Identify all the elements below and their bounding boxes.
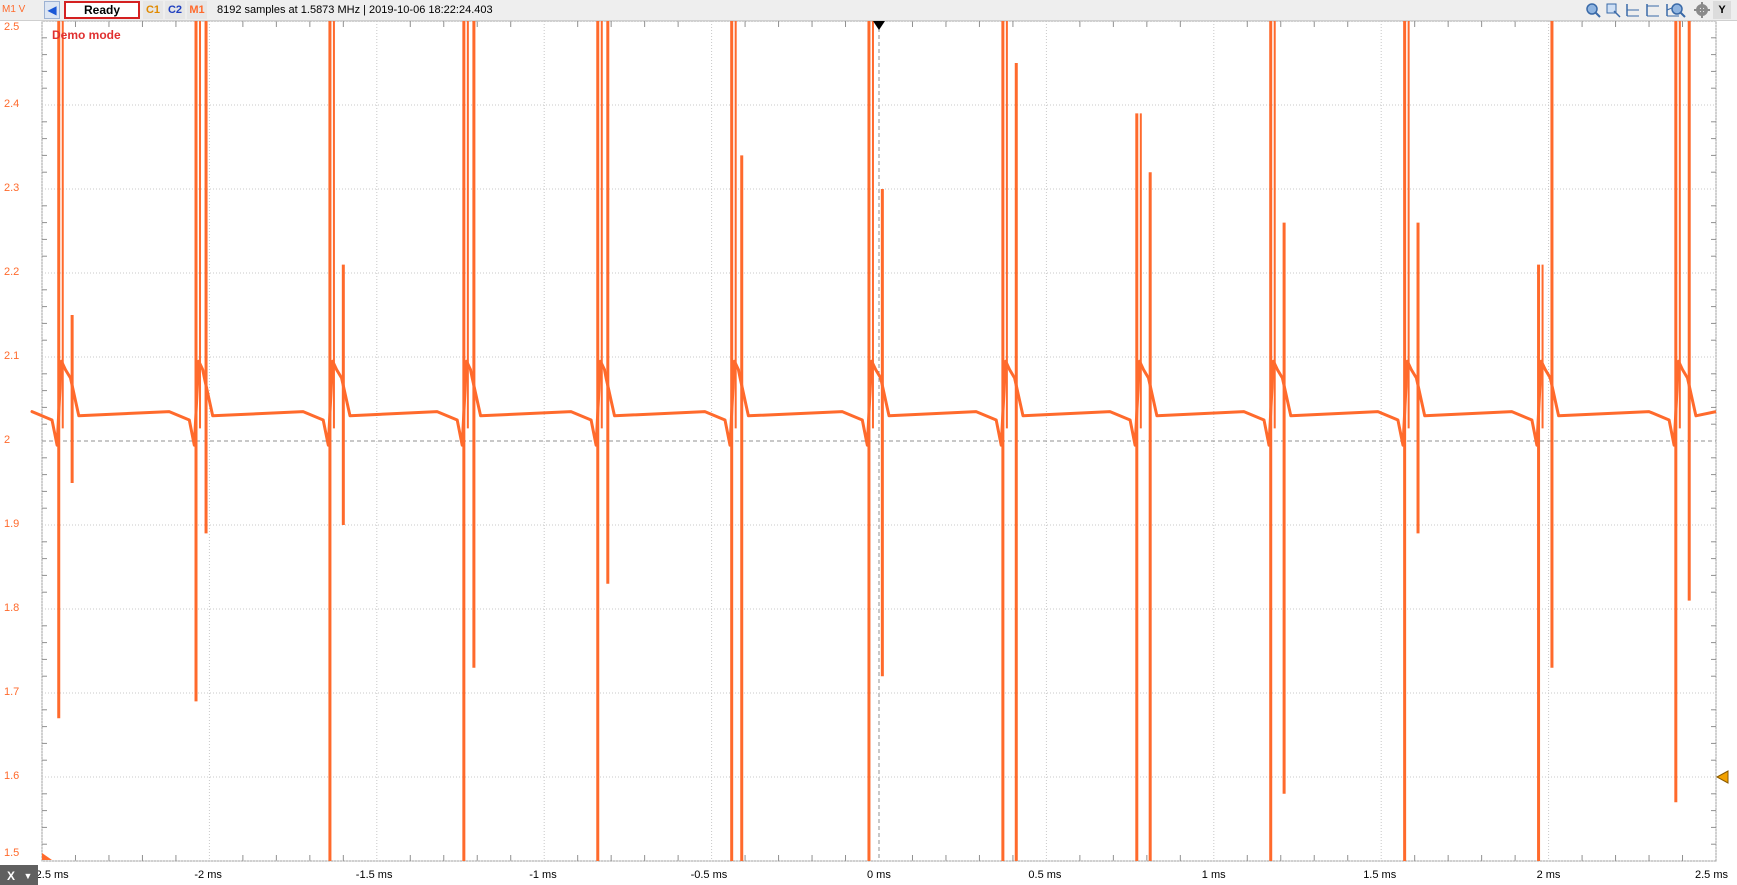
x-tick-label: 2 ms xyxy=(1536,869,1561,881)
y-tick-label: 1.9 xyxy=(4,518,20,530)
channel-axis-label: M1 V xyxy=(2,4,26,15)
channel-offset-marker xyxy=(42,853,52,860)
x-tick-label: 0 ms xyxy=(867,869,891,881)
zoom-area-icon[interactable] xyxy=(1604,1,1622,19)
x-tick-label: -2 ms xyxy=(194,869,222,881)
status-indicator[interactable]: Ready xyxy=(64,1,140,19)
y-tick-label: 1.5 xyxy=(4,847,20,859)
y-tick-label: 1.8 xyxy=(4,602,20,614)
m1-trace xyxy=(30,21,1717,861)
y-tick-label: 1.7 xyxy=(4,686,20,698)
y-tick-label: 2.1 xyxy=(4,350,20,362)
zoom-fit-icon[interactable] xyxy=(1584,1,1602,19)
y-tick-label: 2 xyxy=(4,434,11,446)
x-axis-control-bar xyxy=(0,865,38,885)
trigger-level-marker xyxy=(1715,770,1729,784)
demo-mode-label: Demo mode xyxy=(52,28,121,42)
chevron-down-icon[interactable]: ▼ xyxy=(23,871,33,881)
x-tick-label: 2.5 ms xyxy=(1695,869,1729,881)
channel-m1-button[interactable]: M1 xyxy=(187,1,207,19)
cursor-both-icon[interactable] xyxy=(1644,1,1662,19)
channel-c1-button[interactable]: C1 xyxy=(143,1,163,19)
x-tick-label: -0.5 ms xyxy=(690,869,728,881)
plot-markers xyxy=(42,21,1729,860)
y-tick-label: 2.2 xyxy=(4,266,20,278)
scope-plot[interactable] xyxy=(0,21,1737,885)
x-tick-label: -2.5 ms xyxy=(32,869,69,881)
settings-gear-icon[interactable] xyxy=(1693,1,1711,19)
x-tick-label: 1.5 ms xyxy=(1363,869,1397,881)
y-tick-label: 2.4 xyxy=(4,98,20,110)
y-tick-label: 2.5 xyxy=(4,21,20,33)
y-tick-label: 2.3 xyxy=(4,182,20,194)
x-tick-label: -1 ms xyxy=(529,869,557,881)
y-tick-label: 1.6 xyxy=(4,770,20,782)
x-tick-label: 1 ms xyxy=(1201,869,1226,881)
cursor-left-icon[interactable] xyxy=(1624,1,1642,19)
toolbar: M1 V ◀ Ready C1 C2 M1 8192 samples at 1.… xyxy=(0,0,1737,21)
back-arrow-icon[interactable]: ◀ xyxy=(44,1,60,19)
trace-baseline xyxy=(30,359,1717,447)
channel-c2-button[interactable]: C2 xyxy=(165,1,185,19)
acquisition-info: 8192 samples at 1.5873 MHz | 2019-10-06 … xyxy=(217,4,493,16)
trigger-time-marker xyxy=(873,21,885,30)
plot-grid xyxy=(41,21,1717,862)
y-axis-button[interactable]: Y xyxy=(1713,1,1731,19)
zoom-in-glass-icon[interactable] xyxy=(1669,1,1687,19)
x-axis-button[interactable]: X xyxy=(6,869,15,883)
x-tick-label: 0.5 ms xyxy=(1028,869,1062,881)
x-tick-label: -1.5 ms xyxy=(355,869,393,881)
